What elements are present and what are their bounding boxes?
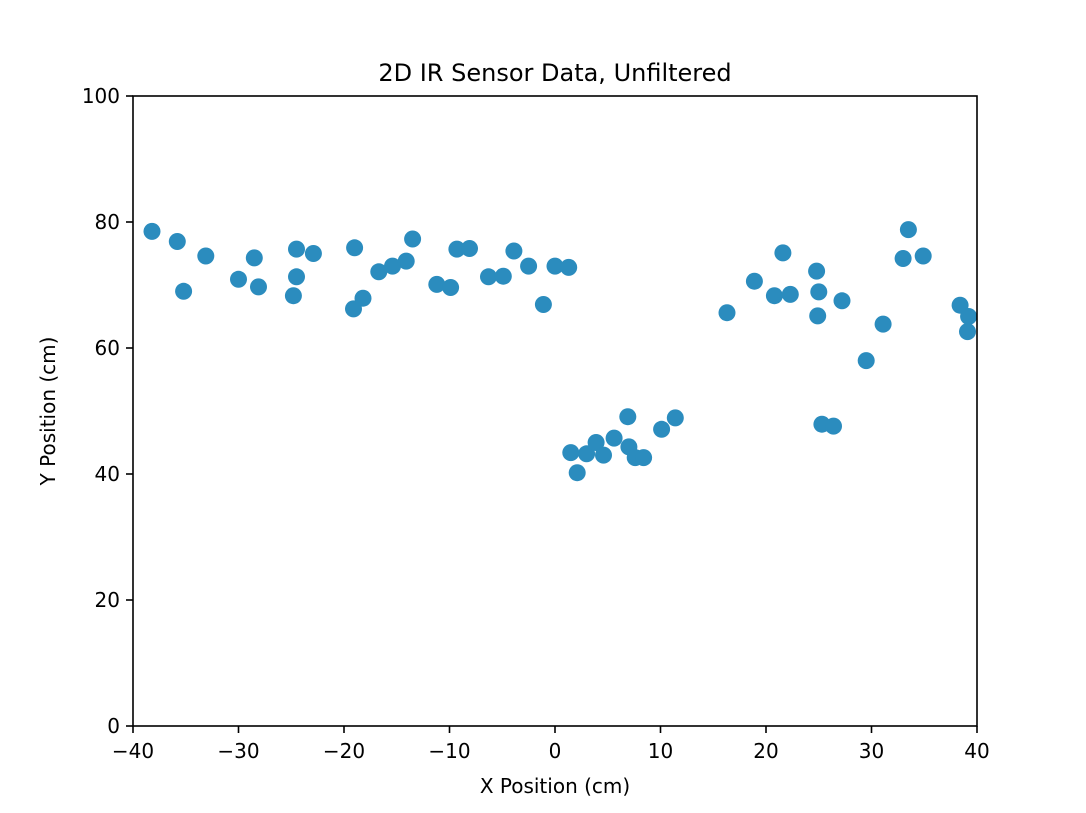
data-point xyxy=(959,323,976,341)
x-tick-label: 0 xyxy=(549,739,562,763)
data-point xyxy=(653,420,671,438)
data-point xyxy=(578,445,596,463)
data-point xyxy=(534,296,552,313)
data-point xyxy=(428,275,446,293)
data-point xyxy=(284,287,302,305)
data-point xyxy=(825,417,842,435)
data-point xyxy=(384,257,401,275)
x-tick-label: −30 xyxy=(217,739,259,763)
data-point xyxy=(461,240,478,257)
x-tick-label: −10 xyxy=(428,739,470,763)
data-point xyxy=(857,352,875,370)
data-point xyxy=(774,244,792,262)
data-point xyxy=(288,240,305,258)
data-point xyxy=(354,289,372,307)
y-tick-label: 100 xyxy=(82,84,120,108)
data-point xyxy=(397,252,415,270)
data-point xyxy=(520,257,538,275)
data-point xyxy=(809,307,827,325)
data-point xyxy=(494,267,512,285)
data-point xyxy=(175,282,193,300)
data-point xyxy=(442,279,460,296)
data-point xyxy=(666,409,684,427)
data-point xyxy=(960,308,978,325)
data-point xyxy=(505,242,523,260)
data-point xyxy=(568,464,586,482)
x-tick-label: −40 xyxy=(112,739,154,763)
data-point xyxy=(605,429,623,447)
x-tick-label: 10 xyxy=(648,739,673,763)
data-point xyxy=(370,263,388,281)
data-point xyxy=(587,434,605,451)
data-point xyxy=(560,258,578,276)
data-point xyxy=(546,257,564,275)
data-point xyxy=(894,250,912,267)
data-point xyxy=(245,249,263,267)
data-point xyxy=(745,272,763,290)
data-point xyxy=(562,444,580,462)
y-tick-label: 40 xyxy=(95,462,120,486)
x-tick-label: 30 xyxy=(859,739,884,763)
data-point xyxy=(197,247,215,265)
x-tick-label: −20 xyxy=(323,739,365,763)
data-point xyxy=(899,221,917,239)
data-point xyxy=(765,287,783,305)
data-point xyxy=(595,446,612,464)
data-point xyxy=(874,315,892,333)
chart-title: 2D IR Sensor Data, Unfiltered xyxy=(378,59,731,87)
x-tick-label: 20 xyxy=(753,739,778,763)
data-points xyxy=(143,221,978,482)
data-point xyxy=(448,240,466,258)
data-point xyxy=(635,449,653,467)
data-point xyxy=(288,268,305,286)
x-axis-label: X Position (cm) xyxy=(480,774,630,798)
data-point xyxy=(304,245,322,262)
y-tick-label: 80 xyxy=(95,210,120,234)
data-point xyxy=(250,278,267,296)
y-tick-label: 20 xyxy=(95,588,120,612)
data-point xyxy=(781,285,799,303)
data-point xyxy=(914,247,932,265)
x-tick-label: 40 xyxy=(964,739,989,763)
data-point xyxy=(833,292,851,310)
data-point xyxy=(718,304,736,322)
data-point xyxy=(143,222,161,240)
data-point xyxy=(230,270,247,288)
y-tick-label: 0 xyxy=(107,714,120,738)
data-point xyxy=(810,283,828,301)
y-tick-label: 60 xyxy=(95,336,120,360)
x-axis-ticks: −40 −30 −20 −10 0 10 20 30 40 xyxy=(112,726,990,763)
y-axis-ticks: 0 20 40 60 80 100 xyxy=(82,84,133,738)
data-point xyxy=(619,408,637,426)
data-point xyxy=(808,262,826,280)
data-point xyxy=(346,239,364,257)
y-axis-label: Y Position (cm) xyxy=(36,337,60,487)
plot-frame xyxy=(132,95,978,727)
data-point xyxy=(168,233,186,250)
data-point xyxy=(480,268,497,286)
data-point xyxy=(404,230,422,248)
